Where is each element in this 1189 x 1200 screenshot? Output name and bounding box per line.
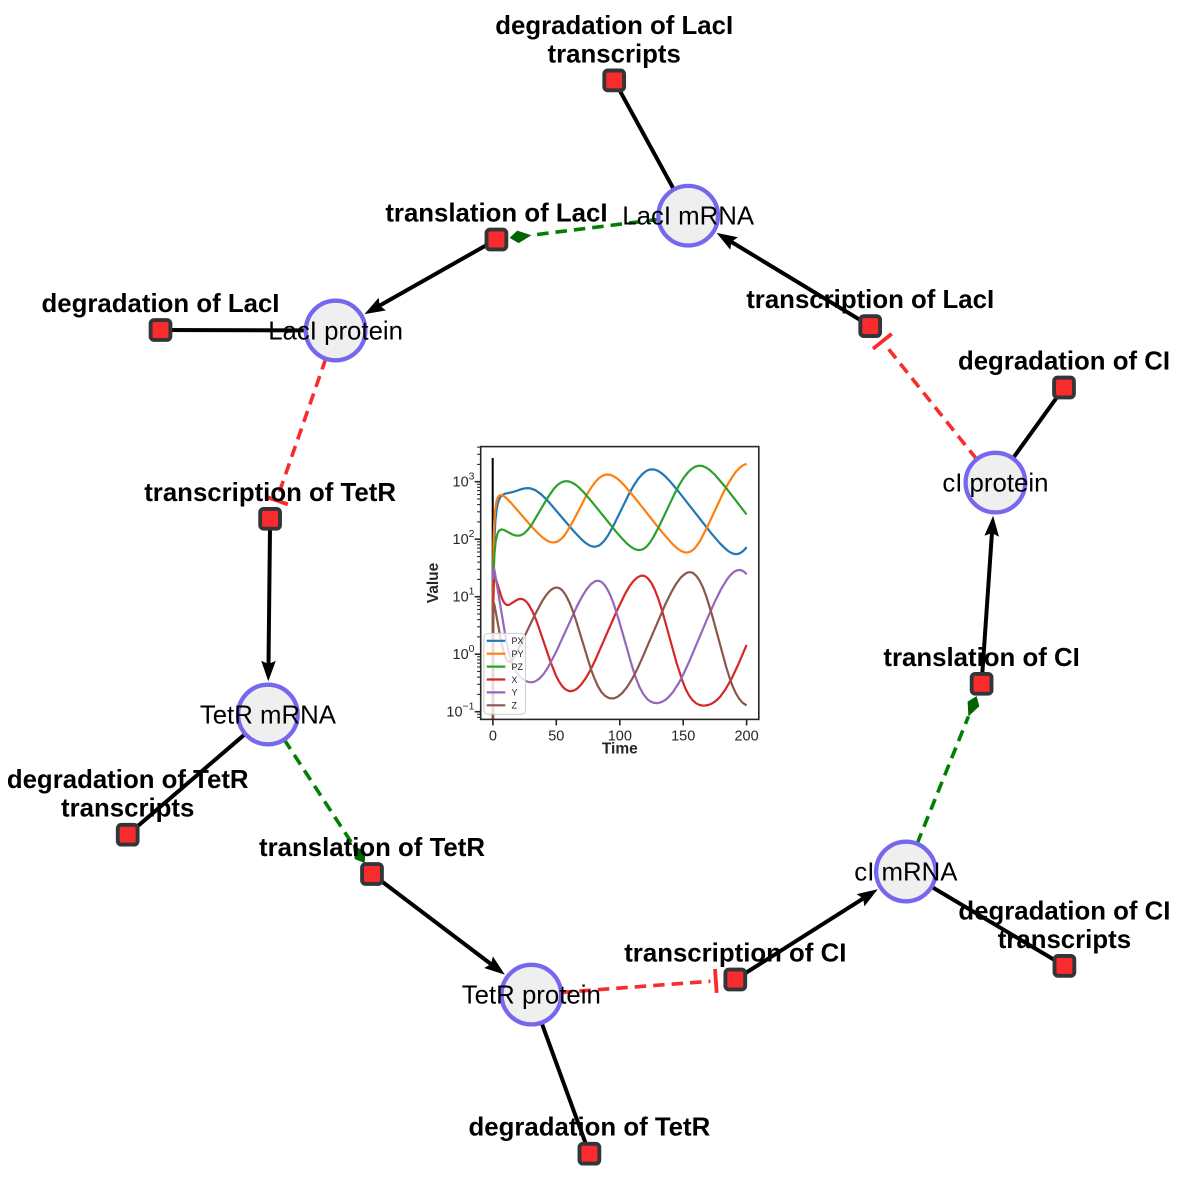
svg-text:PY: PY xyxy=(512,649,524,659)
svg-text:PX: PX xyxy=(512,636,524,646)
svg-text:degradation of LacI: degradation of LacI xyxy=(42,290,280,318)
svg-text:transcripts: transcripts xyxy=(548,40,681,68)
svg-text:degradation of CI: degradation of CI xyxy=(958,348,1170,376)
svg-text:cI protein: cI protein xyxy=(942,470,1048,498)
svg-text:Y: Y xyxy=(512,688,518,698)
svg-text:cI mRNA: cI mRNA xyxy=(854,859,958,887)
svg-text:degradation of LacI: degradation of LacI xyxy=(495,12,733,40)
svg-text:0: 0 xyxy=(489,729,497,745)
svg-text:Value: Value xyxy=(425,562,442,603)
svg-text:X: X xyxy=(512,675,518,685)
svg-text:translation of CI: translation of CI xyxy=(883,644,1079,672)
svg-text:150: 150 xyxy=(671,729,695,745)
svg-text:translation of TetR: translation of TetR xyxy=(259,834,485,862)
svg-text:PZ: PZ xyxy=(512,662,524,672)
svg-text:50: 50 xyxy=(548,729,564,745)
svg-text:TetR protein: TetR protein xyxy=(462,982,601,1010)
svg-text:degradation of TetR: degradation of TetR xyxy=(469,1114,711,1142)
svg-text:200: 200 xyxy=(734,729,758,745)
svg-text:Z: Z xyxy=(512,701,518,711)
svg-text:degradation of TetR: degradation of TetR xyxy=(7,766,249,794)
svg-text:TetR mRNA: TetR mRNA xyxy=(200,702,337,730)
svg-text:100: 100 xyxy=(608,729,632,745)
svg-text:transcription of CI: transcription of CI xyxy=(624,940,846,968)
svg-text:transcripts: transcripts xyxy=(61,795,194,823)
svg-text:LacI mRNA: LacI mRNA xyxy=(622,203,755,231)
svg-text:degradation of CI: degradation of CI xyxy=(958,897,1170,925)
svg-text:LacI protein: LacI protein xyxy=(268,318,403,346)
svg-text:transcription of LacI: transcription of LacI xyxy=(746,286,994,314)
svg-text:translation of LacI: translation of LacI xyxy=(385,200,607,228)
svg-text:transcripts: transcripts xyxy=(998,926,1131,954)
svg-text:Time: Time xyxy=(602,741,638,758)
svg-text:transcription of TetR: transcription of TetR xyxy=(144,479,396,507)
